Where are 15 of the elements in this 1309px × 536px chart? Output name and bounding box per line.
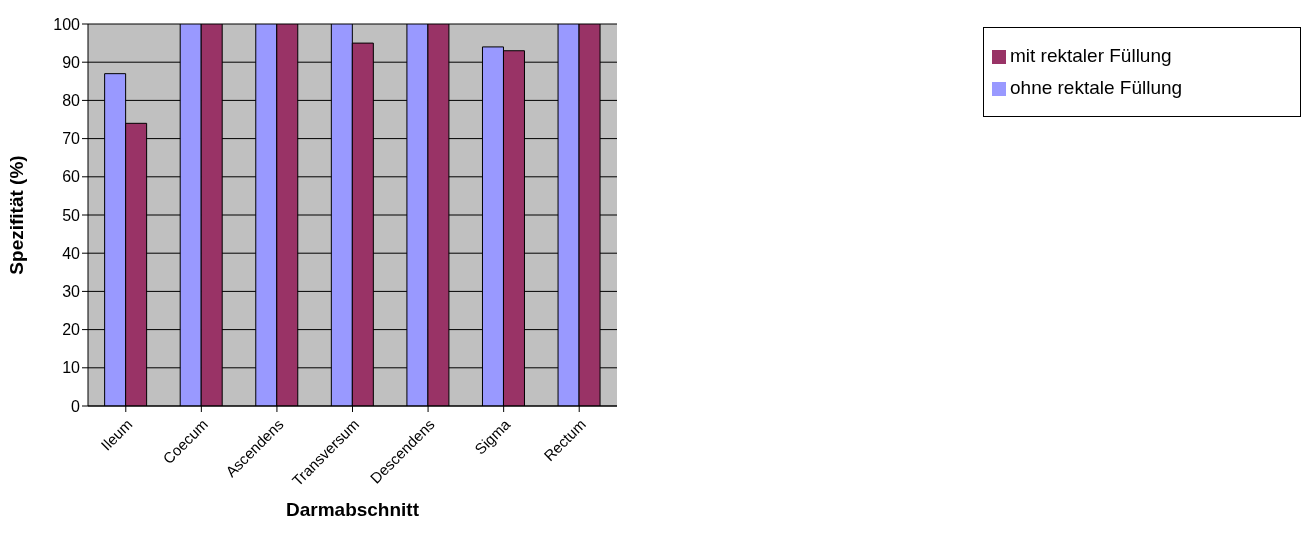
- y-tick-label: 50: [62, 206, 81, 224]
- y-tick-label: 30: [62, 283, 81, 301]
- y-tick-label: 80: [62, 92, 81, 110]
- y-axis-title: Spezifität (%): [5, 155, 27, 275]
- y-tick-label: 60: [62, 168, 81, 186]
- y-tick-label: 40: [62, 244, 81, 262]
- y-tick-label: 70: [62, 130, 81, 148]
- y-tick-label: 90: [62, 53, 81, 71]
- y-tick-label: 10: [62, 359, 81, 377]
- legend-label: ohne rektale Füllung: [1010, 77, 1183, 98]
- y-tick-label: 100: [53, 15, 81, 33]
- y-tick-label: 0: [71, 397, 81, 415]
- y-tick-label: 20: [62, 321, 81, 339]
- x-axis-title: Darmabschnitt: [285, 499, 420, 520]
- legend-label: mit rektaler Füllung: [1010, 45, 1172, 66]
